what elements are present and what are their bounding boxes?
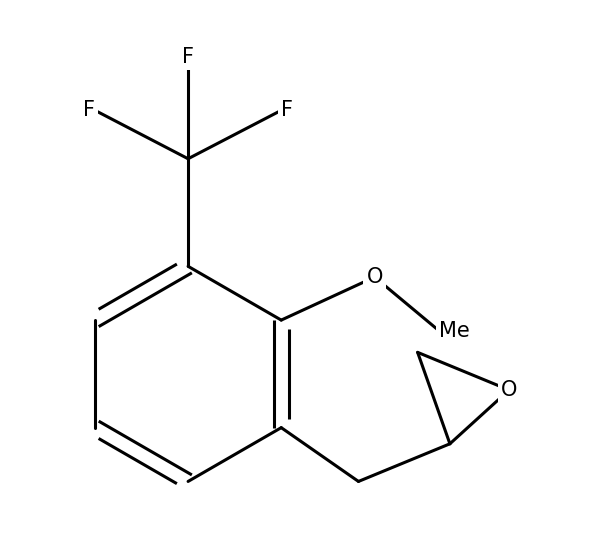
Text: O: O	[501, 380, 517, 400]
Text: O: O	[367, 267, 383, 287]
Text: Me: Me	[439, 321, 470, 341]
Text: F: F	[182, 47, 194, 67]
Text: F: F	[281, 101, 293, 121]
Text: F: F	[83, 101, 95, 121]
